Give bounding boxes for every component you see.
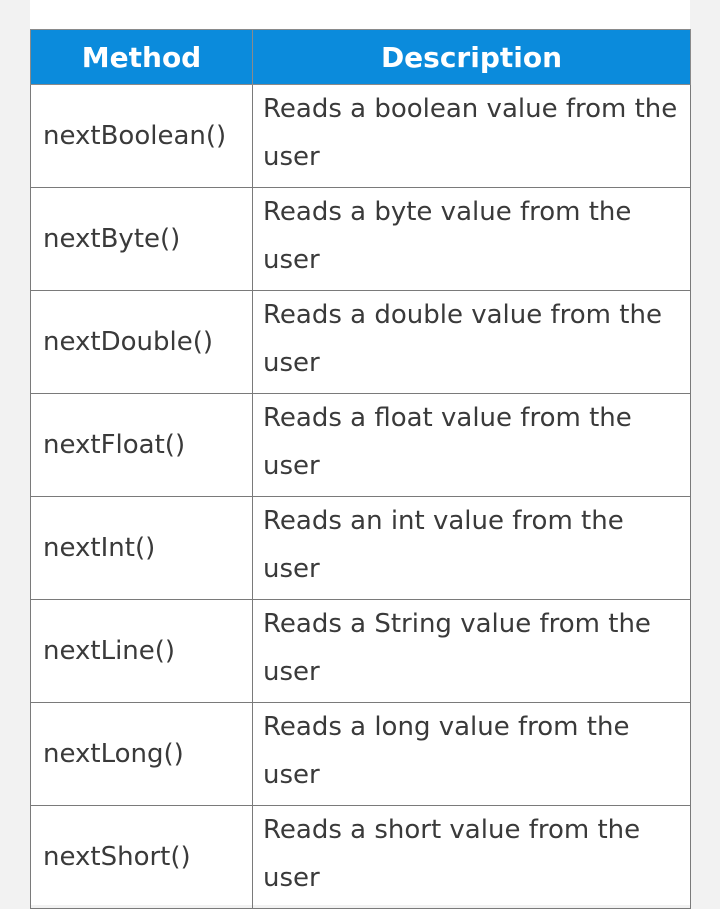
description-cell: Reads a boolean value from the user	[252, 84, 691, 188]
description-cell: Reads a short value from the user	[252, 805, 691, 909]
table-row: nextLong() Reads a long value from the u…	[30, 702, 691, 806]
table-row: nextInt() Reads an int value from the us…	[30, 496, 691, 600]
table-row: nextShort() Reads a short value from the…	[30, 805, 691, 909]
table-row: nextByte() Reads a byte value from the u…	[30, 187, 691, 291]
method-cell: nextByte()	[30, 187, 253, 291]
table-row: nextLine() Reads a String value from the…	[30, 599, 691, 703]
description-cell: Reads an int value from the user	[252, 496, 691, 600]
table-header-row: Method Description	[30, 29, 691, 85]
description-cell: Reads a byte value from the user	[252, 187, 691, 291]
header-description: Description	[252, 29, 691, 85]
description-cell: Reads a String value from the user	[252, 599, 691, 703]
method-cell: nextBoolean()	[30, 84, 253, 188]
description-cell: Reads a float value from the user	[252, 393, 691, 497]
description-cell: Reads a double value from the user	[252, 290, 691, 394]
scanner-methods-table: Method Description nextBoolean() Reads a…	[30, 29, 691, 909]
table-row: nextBoolean() Reads a boolean value from…	[30, 84, 691, 188]
method-cell: nextInt()	[30, 496, 253, 600]
table-row: nextFloat() Reads a float value from the…	[30, 393, 691, 497]
method-cell: nextShort()	[30, 805, 253, 909]
header-method: Method	[30, 29, 253, 85]
method-cell: nextLine()	[30, 599, 253, 703]
method-cell: nextFloat()	[30, 393, 253, 497]
description-cell: Reads a long value from the user	[252, 702, 691, 806]
method-cell: nextDouble()	[30, 290, 253, 394]
table-row: nextDouble() Reads a double value from t…	[30, 290, 691, 394]
method-cell: nextLong()	[30, 702, 253, 806]
